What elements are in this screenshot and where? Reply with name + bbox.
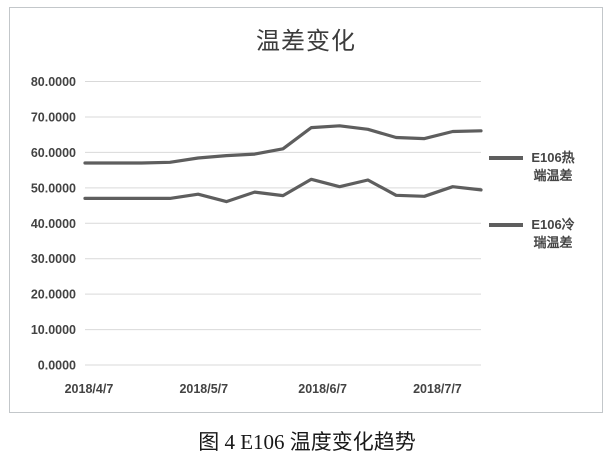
legend-line-marker <box>489 223 523 227</box>
legend-label-line: E106冷 <box>531 217 575 232</box>
legend-label-line: 瑞温差 <box>533 234 573 250</box>
x-tick-label: 2018/5/7 <box>179 382 228 396</box>
y-tick-label: 30.0000 <box>31 252 76 266</box>
legend-line-marker <box>489 156 523 160</box>
y-tick-label: 40.0000 <box>31 217 76 231</box>
y-tick-label: 50.0000 <box>31 181 76 195</box>
legend-item-hot: E106热 端温差 <box>489 149 581 184</box>
series-line-1 <box>83 177 483 204</box>
y-tick-label: 20.0000 <box>31 288 76 302</box>
series-line-0 <box>83 124 483 165</box>
y-tick-label: 60.0000 <box>31 146 76 160</box>
chart-title: 温差变化 <box>256 28 356 55</box>
legend-label: E106冷 瑞温差 <box>525 216 581 251</box>
y-tick-label: 10.0000 <box>31 323 76 337</box>
x-tick-label: 2018/7/7 <box>413 382 462 396</box>
y-tick-label: 80.0000 <box>31 75 76 89</box>
figure-caption: 图 4 E106 温度变化趋势 <box>198 430 416 454</box>
y-tick-label: 0.0000 <box>38 359 76 373</box>
x-tick-label: 2018/6/7 <box>298 382 347 396</box>
x-tick-label: 2018/4/7 <box>65 382 114 396</box>
y-tick-label: 70.0000 <box>31 110 76 124</box>
legend-label-line: E106热 <box>531 150 575 165</box>
legend-label-line: 端温差 <box>533 167 573 183</box>
chart <box>9 7 603 413</box>
legend-label: E106热 端温差 <box>525 149 581 184</box>
legend-item-cold: E106冷 瑞温差 <box>489 216 581 251</box>
